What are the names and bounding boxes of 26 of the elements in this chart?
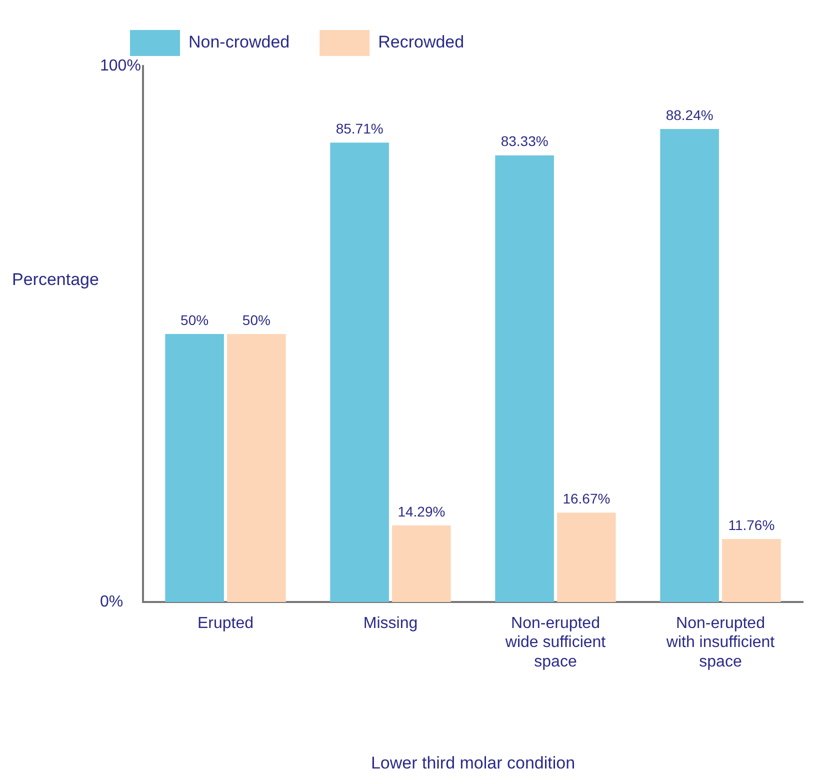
bar (557, 512, 616, 602)
bar (392, 525, 451, 602)
y-tick-label: 100% (100, 57, 141, 74)
text: 11.76% (728, 516, 775, 533)
x-tick-label: Non-erupted with insufficient space (665, 615, 776, 670)
bar (330, 142, 389, 602)
legend-label: Non-crowded (188, 32, 290, 52)
bar (165, 334, 224, 602)
x-tick-label: Non-erupted wide sufficient space (504, 615, 606, 670)
x-tick-label: Erupted (197, 615, 254, 632)
x-tick-label: Missing (363, 615, 418, 632)
text: 88.24% (666, 106, 714, 123)
legend-label: Recrowded (378, 32, 464, 52)
text: 14.29% (398, 503, 446, 520)
x-axis-title: Lower third molar condition (370, 753, 576, 772)
y-axis-title: Percentage (12, 270, 99, 290)
text: 50% (242, 312, 270, 328)
text: 83.33% (500, 133, 548, 150)
bar (722, 538, 781, 602)
bar (227, 334, 286, 602)
text: 16.67% (562, 490, 610, 507)
text: 50% (180, 312, 209, 328)
bar (660, 129, 719, 602)
text: 85.71% (336, 120, 384, 136)
y-tick-label: 0% (100, 593, 124, 610)
bar (495, 155, 554, 602)
